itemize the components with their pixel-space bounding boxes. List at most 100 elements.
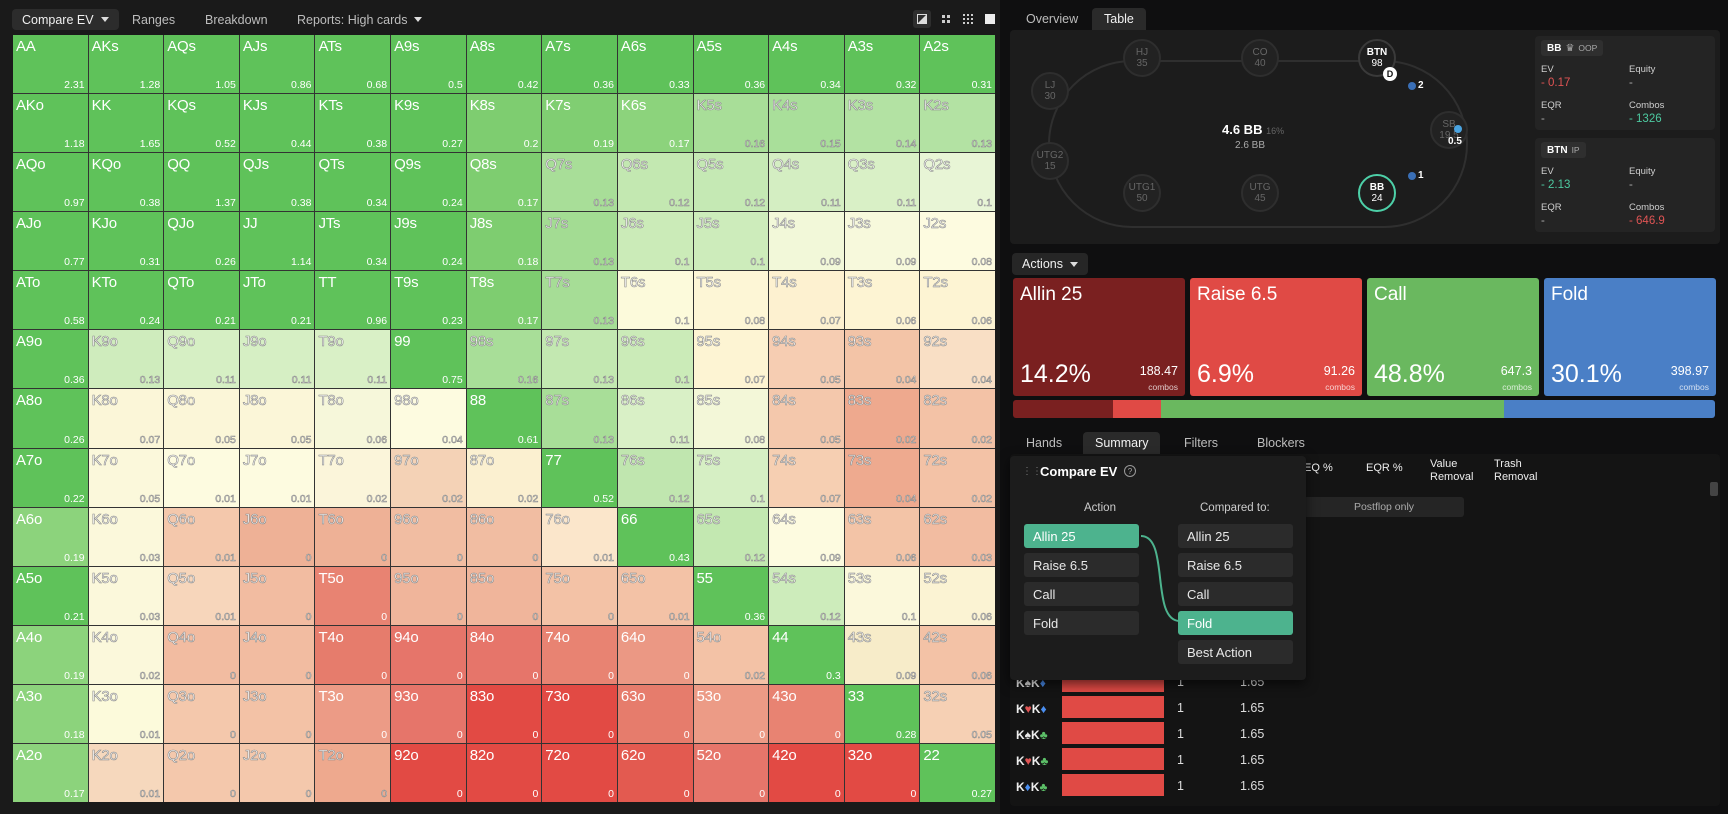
hand-cell[interactable]: Q4s 0.11 [769, 153, 844, 212]
hand-cell[interactable]: 83s 0.02 [844, 389, 920, 448]
hand-cell[interactable]: Q8o 0.05 [164, 389, 239, 448]
hand-cell[interactable]: K9s 0.27 [391, 94, 466, 153]
hand-cell[interactable]: A3o 0.18 [13, 684, 88, 743]
hand-cell[interactable]: J8o 0.05 [239, 389, 315, 448]
hand-cell[interactable]: QJs 0.38 [239, 153, 315, 212]
hand-cell[interactable]: 63s 0.06 [844, 507, 920, 566]
seat-utg[interactable]: UTG 45 [1241, 174, 1279, 212]
compare-target-option[interactable]: Fold [1178, 611, 1293, 635]
hand-cell[interactable]: T4s 0.07 [769, 271, 844, 330]
hand-cell[interactable]: A6o 0.19 [13, 507, 88, 566]
hand-cell[interactable]: J5o 0 [239, 566, 315, 625]
hand-cell[interactable]: J3s 0.09 [844, 212, 920, 271]
hand-cell[interactable]: K6s 0.17 [617, 94, 693, 153]
hand-cell[interactable]: K2s 0.13 [920, 94, 995, 153]
hand-cell[interactable]: ATo 0.58 [13, 271, 88, 330]
hand-cell[interactable]: AKs 1.28 [88, 35, 164, 94]
seat-sb[interactable]: SB 19.5 [1430, 111, 1468, 149]
hand-cell[interactable]: 84o 0 [466, 625, 542, 684]
table-row[interactable]: K♠K♣ 1 1.65 [1012, 722, 1712, 748]
hand-cell[interactable]: 43s 0.09 [844, 625, 920, 684]
hand-cell[interactable]: Q6o 0.01 [164, 507, 239, 566]
hand-cell[interactable]: Q6s 0.12 [617, 153, 693, 212]
action-box-1[interactable]: Raise 6.5 6.9% 91.26 combos [1190, 278, 1362, 396]
ranges-tab[interactable]: Ranges [122, 9, 185, 30]
hand-cell[interactable]: KTo 0.24 [88, 271, 164, 330]
hand-cell[interactable]: A8o 0.26 [13, 389, 88, 448]
seat-utg1[interactable]: UTG1 50 [1123, 174, 1161, 212]
seat-co[interactable]: CO 40 [1241, 39, 1279, 77]
compare-action-option[interactable]: Allin 25 [1024, 524, 1139, 548]
hand-cell[interactable]: KTs 0.38 [315, 94, 391, 153]
hand-cell[interactable]: 77 0.52 [542, 448, 617, 507]
hand-cell[interactable]: 86s 0.11 [617, 389, 693, 448]
hand-cell[interactable]: AA 2.31 [13, 35, 88, 94]
hand-cell[interactable]: 73s 0.04 [844, 448, 920, 507]
hand-cell[interactable]: K9o 0.13 [88, 330, 164, 389]
hand-cell[interactable]: 92s 0.04 [920, 330, 995, 389]
hand-cell[interactable]: 92o 0 [391, 743, 466, 802]
hand-cell[interactable]: 63o 0 [617, 684, 693, 743]
hand-cell[interactable]: ATs 0.68 [315, 35, 391, 94]
hand-cell[interactable]: J6o 0 [239, 507, 315, 566]
hand-cell[interactable]: K4s 0.15 [769, 94, 844, 153]
hand-cell[interactable]: T8s 0.17 [466, 271, 542, 330]
hand-cell[interactable]: 96o 0 [391, 507, 466, 566]
hand-cell[interactable]: 87s 0.13 [542, 389, 617, 448]
seat-hj[interactable]: HJ 35 [1123, 39, 1161, 77]
hand-cell[interactable]: 97s 0.13 [542, 330, 617, 389]
hand-cell[interactable]: 85o 0 [466, 566, 542, 625]
hand-cell[interactable]: 22 0.27 [920, 743, 995, 802]
hand-cell[interactable]: A9s 0.5 [391, 35, 466, 94]
small-grid-icon[interactable] [937, 10, 955, 28]
hand-cell[interactable]: JJ 1.14 [239, 212, 315, 271]
hand-cell[interactable]: K8s 0.2 [466, 94, 542, 153]
hand-cell[interactable]: 93s 0.04 [844, 330, 920, 389]
hand-cell[interactable]: T7s 0.13 [542, 271, 617, 330]
hand-cell[interactable]: AKo 1.18 [13, 94, 88, 153]
hand-cell[interactable]: 32s 0.05 [920, 684, 995, 743]
hand-cell[interactable]: J5s 0.1 [693, 212, 769, 271]
hand-cell[interactable]: 83o 0 [466, 684, 542, 743]
hand-cell[interactable]: Q7o 0.01 [164, 448, 239, 507]
hand-cell[interactable]: Q9s 0.24 [391, 153, 466, 212]
hand-cell[interactable]: 95o 0 [391, 566, 466, 625]
hand-cell[interactable]: QTs 0.34 [315, 153, 391, 212]
hand-cell[interactable]: KQo 0.38 [88, 153, 164, 212]
hand-cell[interactable]: 53o 0 [693, 684, 769, 743]
hand-cell[interactable]: 82s 0.02 [920, 389, 995, 448]
hand-cell[interactable]: KJo 0.31 [88, 212, 164, 271]
hand-cell[interactable]: 54o 0.02 [693, 625, 769, 684]
compare-action-option[interactable]: Raise 6.5 [1024, 553, 1139, 577]
hand-cell[interactable]: J6s 0.1 [617, 212, 693, 271]
tab-filters[interactable]: Filters [1172, 432, 1230, 454]
table-row[interactable]: K♦K♣ 1 1.65 [1012, 774, 1712, 800]
compare-action-option[interactable]: Fold [1024, 611, 1139, 635]
hand-cell[interactable]: J2o 0 [239, 743, 315, 802]
hand-cell[interactable]: T2o 0 [315, 743, 391, 802]
hand-cell[interactable]: AJo 0.77 [13, 212, 88, 271]
hand-cell[interactable]: 52o 0 [693, 743, 769, 802]
hand-cell[interactable]: 42o 0 [769, 743, 844, 802]
scrollbar-thumb[interactable] [1710, 482, 1718, 496]
hand-cell[interactable]: 65o 0.01 [617, 566, 693, 625]
hand-cell[interactable]: 75o 0 [542, 566, 617, 625]
hand-cell[interactable]: Q2s 0.1 [920, 153, 995, 212]
hand-cell[interactable]: 44 0.3 [769, 625, 844, 684]
hand-cell[interactable]: J7s 0.13 [542, 212, 617, 271]
hand-cell[interactable]: 72s 0.02 [920, 448, 995, 507]
hand-cell[interactable]: 97o 0.02 [391, 448, 466, 507]
hand-cell[interactable]: J2s 0.08 [920, 212, 995, 271]
hand-cell[interactable]: J9s 0.24 [391, 212, 466, 271]
hand-cell[interactable]: J9o 0.11 [239, 330, 315, 389]
breakdown-tab[interactable]: Breakdown [195, 9, 278, 30]
hand-cell[interactable]: T3o 0 [315, 684, 391, 743]
hand-cell[interactable]: 43o 0 [769, 684, 844, 743]
tab-overview[interactable]: Overview [1014, 8, 1090, 30]
hand-cell[interactable]: 94s 0.05 [769, 330, 844, 389]
grid-icon[interactable] [959, 10, 977, 28]
hand-cell[interactable]: T5o 0 [315, 566, 391, 625]
hand-cell[interactable]: J3o 0 [239, 684, 315, 743]
hand-cell[interactable]: 62o 0 [617, 743, 693, 802]
hand-cell[interactable]: J7o 0.01 [239, 448, 315, 507]
